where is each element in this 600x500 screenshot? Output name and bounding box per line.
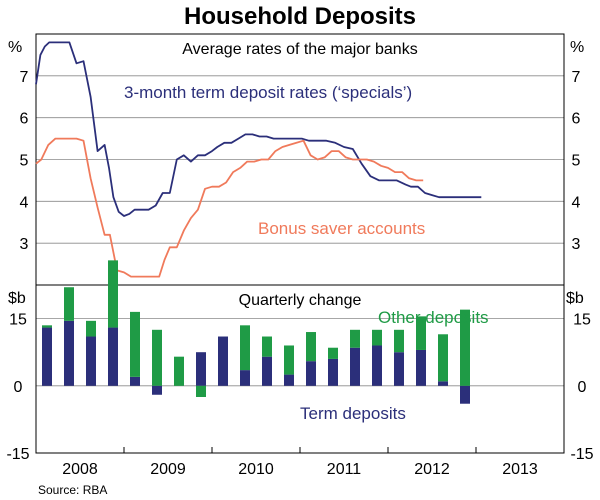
quarterly-left-tick-label: 15 [9, 312, 27, 329]
other-deposits-bar [262, 336, 272, 357]
rates-gridlines [36, 75, 564, 244]
year-axis-label: 2011 [327, 461, 362, 478]
other-deposits-bar [64, 287, 74, 321]
quarterly-bars [42, 260, 470, 404]
other-deposits-bar [328, 347, 338, 359]
term-deposits-bar [42, 327, 52, 386]
rates-right-ticks: 3 4 5 6 7 [572, 69, 581, 253]
chart-title: Household Deposits [184, 3, 416, 30]
rates-left-unit: % [8, 39, 22, 56]
other-deposits-series-label: Other deposits [378, 308, 489, 327]
rates-right-tick-label: 3 [572, 236, 581, 253]
rates-left-tick-label: 3 [20, 236, 29, 253]
bonus-rate-line [35, 137, 424, 278]
rates-right-tick-label: 4 [572, 194, 581, 211]
bonus-rate-series-label: Bonus saver accounts [258, 219, 425, 238]
year-axis-labels: 2008 2009 2010 2011 2012 2013 [62, 447, 538, 478]
year-axis-label: 2012 [414, 461, 450, 478]
quarterly-panel-title: Quarterly change [239, 292, 362, 309]
rates-left-tick-label: 5 [20, 153, 29, 170]
other-deposits-bar [152, 329, 162, 386]
term-deposits-bar [416, 349, 426, 386]
term-deposits-bar [284, 374, 294, 386]
other-deposits-bar [394, 329, 404, 353]
quarterly-right-ticks: -15 0 15 [570, 312, 593, 463]
other-deposits-bar [416, 316, 426, 350]
term-deposits-bar [218, 336, 228, 386]
rates-series [35, 41, 482, 278]
quarterly-left-ticks: -15 0 15 [6, 312, 29, 463]
term-deposits-bar [152, 385, 162, 395]
term-deposits-bar [372, 345, 382, 386]
year-axis-label: 2013 [502, 461, 538, 478]
other-deposits-bar [174, 356, 184, 386]
other-deposits-bar [196, 385, 206, 397]
other-deposits-bar [130, 311, 140, 377]
term-deposits-bar [196, 352, 206, 386]
quarterly-gridlines [36, 318, 564, 387]
quarterly-right-tick-label: 15 [573, 312, 591, 329]
term-deposits-bar [306, 361, 316, 386]
quarterly-right-tick-label: -15 [570, 446, 593, 463]
term-deposits-bar [64, 320, 74, 386]
rates-right-tick-label: 6 [572, 111, 581, 128]
year-axis-label: 2008 [62, 461, 98, 478]
quarterly-left-tick-label: 0 [14, 379, 23, 396]
term-deposits-series-label: Term deposits [300, 404, 406, 423]
other-deposits-bar [42, 325, 52, 328]
term-deposits-bar [350, 347, 360, 386]
term-deposits-bar [460, 385, 470, 404]
term-deposits-bar [394, 352, 404, 386]
source-note: Source: RBA [38, 483, 107, 497]
term-rate-series-label: 3-month term deposit rates (‘specials’) [124, 83, 412, 102]
quarterly-left-unit: $b [8, 290, 26, 307]
rates-panel: % % Average rates of the major banks 3 4 5… [8, 33, 584, 286]
other-deposits-bar [438, 334, 448, 382]
other-deposits-bar [460, 309, 470, 386]
rates-left-ticks: 3 4 5 6 7 [20, 69, 29, 253]
other-deposits-bar [372, 329, 382, 346]
rates-left-tick-label: 4 [20, 194, 29, 211]
rates-left-tick-label: 6 [20, 111, 29, 128]
term-deposits-bar [108, 327, 118, 386]
other-deposits-bar [108, 260, 118, 328]
quarterly-change-panel: $b $b Quarterly change -15 0 15 -15 0 15 Oth… [6, 260, 594, 478]
other-deposits-bar [350, 329, 360, 348]
rates-right-unit: % [570, 39, 584, 56]
other-deposits-bar [86, 320, 96, 337]
year-axis-label: 2010 [238, 461, 274, 478]
rates-right-tick-label: 7 [572, 69, 581, 86]
other-deposits-bar [240, 325, 250, 371]
quarterly-left-tick-label: -15 [6, 446, 29, 463]
term-deposits-bar [328, 358, 338, 386]
other-deposits-bar [284, 345, 294, 375]
quarterly-right-tick-label: 0 [578, 379, 587, 396]
rates-left-tick-label: 7 [20, 69, 29, 86]
rates-right-tick-label: 5 [572, 153, 581, 170]
term-deposits-bar [262, 356, 272, 386]
term-deposits-bar [86, 336, 96, 386]
other-deposits-bar [306, 332, 316, 362]
quarterly-right-unit: $b [566, 290, 584, 307]
year-axis-label: 2009 [150, 461, 186, 478]
term-deposits-bar [130, 376, 140, 386]
rates-panel-title: Average rates of the major banks [182, 41, 417, 58]
term-deposits-bar [240, 370, 250, 386]
term-rate-line [35, 41, 482, 217]
term-deposits-bar [438, 381, 448, 386]
